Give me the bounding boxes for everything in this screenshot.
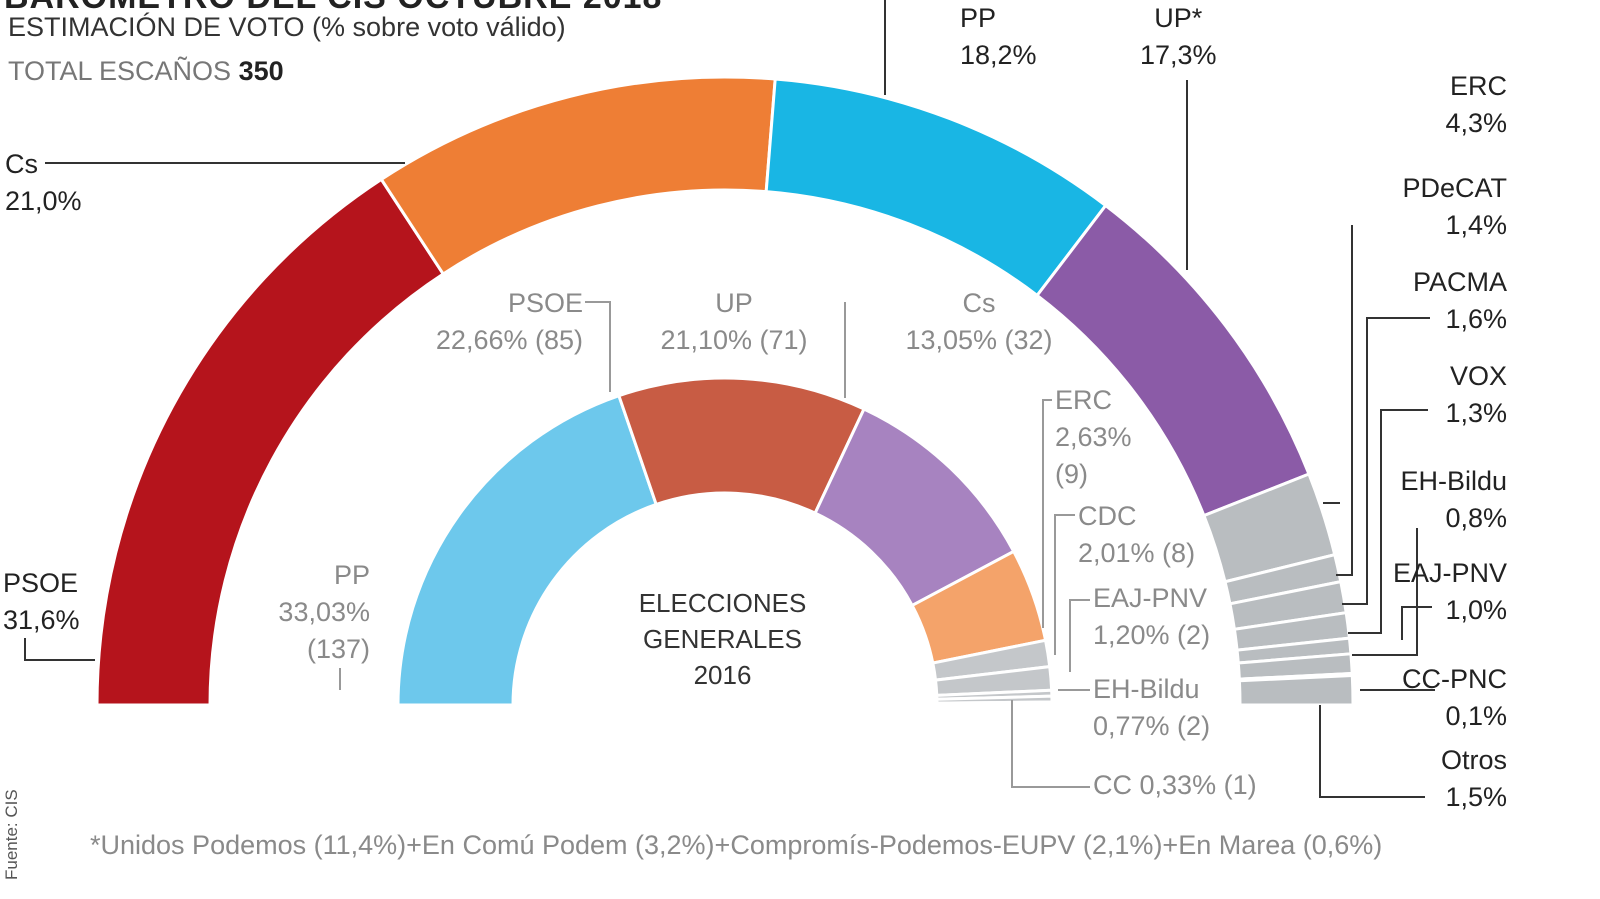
- inner-ring: [396, 376, 1054, 707]
- leader-psoe: [24, 638, 95, 661]
- leader-inner-psoe: [585, 301, 611, 392]
- label-pacma: PACMA 1,6%: [1412, 267, 1507, 334]
- inner-leader-lines: [339, 301, 1090, 788]
- leader-pacma: [1342, 317, 1430, 605]
- outer-slice-cs: [379, 75, 777, 277]
- label-pp: PP 18,2%: [960, 3, 1037, 70]
- label-erc: ERC 4,3%: [1445, 71, 1507, 138]
- outer-slice-psoe: [95, 177, 446, 707]
- inner-label-up: UP 21,10% (71): [660, 288, 808, 355]
- label-pdecat: PDeCAT 1,4%: [1402, 173, 1507, 240]
- leader-inner-erc: [1042, 399, 1052, 628]
- leader-eajpnv: [1401, 606, 1432, 640]
- label-vox: VOX 1,3%: [1445, 361, 1507, 428]
- leader-lines: [24, 0, 1435, 798]
- inner-label-pp: PP 33,03% (137): [278, 560, 370, 664]
- label-cs: Cs 21,0%: [5, 149, 82, 216]
- leader-inner-eajpnv: [1069, 599, 1090, 672]
- leader-inner-cdc: [1054, 514, 1075, 655]
- leader-inner-cc: [1011, 700, 1090, 788]
- leader-otros: [1319, 705, 1425, 798]
- inner-slice-cc: [935, 700, 1054, 707]
- seats-label: TOTAL ESCAÑOS: [8, 56, 232, 86]
- seats-value: 350: [238, 56, 284, 86]
- label-psoe: PSOE 31,6%: [3, 568, 80, 635]
- outer-slice-pp: [764, 77, 1108, 298]
- inner-label-psoe: PSOE 22,66% (85): [435, 288, 583, 355]
- label-ccpnc: CC-PNC 0,1%: [1402, 664, 1507, 731]
- chart-subtitle: ESTIMACIÓN DE VOTO (% sobre voto válido): [8, 12, 566, 42]
- total-seats: TOTAL ESCAÑOS 350: [8, 56, 284, 87]
- inner-label-cc: CC 0,33% (1): [1093, 770, 1257, 800]
- outer-slice-otros: [1237, 673, 1355, 707]
- inner-label-ehbildu: EH-Bildu 0,77% (2): [1093, 674, 1211, 741]
- chart-title: BARÓMETRO DEL CIS OCTUBRE 2018: [4, 0, 662, 17]
- inner-slice-pp: [396, 393, 659, 707]
- center-text: ELECCIONES GENERALES 2016: [638, 588, 807, 690]
- footnote: *Unidos Podemos (11,4%)+En Comú Podem (3…: [90, 830, 1383, 860]
- label-eajpnv: EAJ-PNV 1,0%: [1392, 558, 1507, 625]
- leader-pdecat: [1336, 225, 1353, 576]
- label-up: UP* 17,3%: [1140, 3, 1217, 70]
- leader-ehbildu: [1352, 528, 1418, 656]
- inner-label-erc: ERC 2,63% (9): [1055, 385, 1132, 489]
- leader-vox: [1348, 409, 1428, 634]
- inner-label-cs: Cs 13,05% (32): [905, 288, 1053, 355]
- inner-label-eajpnv: EAJ-PNV 1,20% (2): [1093, 583, 1211, 650]
- label-otros: Otros 1,5%: [1440, 745, 1507, 812]
- outer-ring: [95, 75, 1355, 707]
- source-note: Fuente: CIS: [2, 789, 21, 880]
- label-ehbildu: EH-Bildu 0,8%: [1400, 466, 1507, 533]
- inner-label-cdc: CDC 2,01% (8): [1078, 501, 1196, 568]
